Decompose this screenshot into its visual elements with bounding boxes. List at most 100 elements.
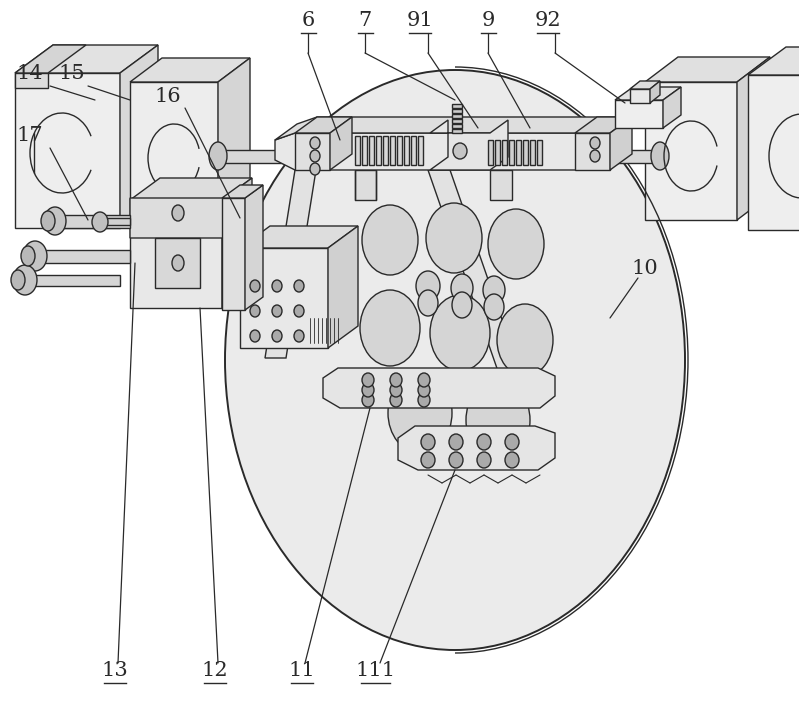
Ellipse shape [44,207,66,235]
Polygon shape [218,58,250,220]
Polygon shape [530,140,535,165]
Ellipse shape [362,393,374,407]
Polygon shape [748,75,799,230]
Polygon shape [488,140,493,165]
Text: 14: 14 [17,64,43,83]
Polygon shape [376,136,381,165]
Polygon shape [100,218,130,225]
Polygon shape [275,117,637,140]
Ellipse shape [272,280,282,292]
Polygon shape [452,109,462,113]
Ellipse shape [590,150,600,162]
Ellipse shape [172,255,184,271]
Ellipse shape [426,203,482,273]
Ellipse shape [310,150,320,162]
Polygon shape [130,178,252,200]
Polygon shape [575,117,632,133]
Polygon shape [595,150,660,163]
Ellipse shape [225,70,685,650]
Polygon shape [537,140,542,165]
Polygon shape [430,120,508,170]
Polygon shape [369,136,374,165]
Ellipse shape [250,305,260,317]
Ellipse shape [590,137,600,149]
Polygon shape [35,250,130,263]
Polygon shape [404,136,409,165]
Polygon shape [452,129,462,133]
Polygon shape [130,58,250,82]
Polygon shape [495,140,500,165]
Ellipse shape [11,270,25,290]
Polygon shape [275,133,615,170]
Ellipse shape [360,290,420,366]
Polygon shape [502,140,507,165]
Ellipse shape [451,274,473,302]
Text: 15: 15 [58,64,85,83]
Polygon shape [222,198,245,310]
Polygon shape [295,117,352,133]
Polygon shape [748,47,799,75]
Ellipse shape [23,241,47,271]
Ellipse shape [418,383,430,397]
Polygon shape [630,89,650,103]
Ellipse shape [92,212,108,232]
Polygon shape [418,136,423,165]
Ellipse shape [362,205,418,275]
Ellipse shape [209,142,227,170]
Ellipse shape [497,304,553,376]
Polygon shape [645,82,737,220]
Polygon shape [25,275,120,286]
Text: 17: 17 [17,126,43,145]
Polygon shape [323,368,555,408]
Polygon shape [218,150,305,163]
Polygon shape [130,82,218,220]
Text: 11: 11 [288,661,316,680]
Ellipse shape [362,383,374,397]
Ellipse shape [21,246,35,266]
Text: 111: 111 [355,661,395,680]
Polygon shape [397,136,402,165]
Ellipse shape [13,265,37,295]
Ellipse shape [388,373,452,453]
Ellipse shape [418,373,430,387]
Text: 16: 16 [155,87,181,106]
Ellipse shape [416,271,440,301]
Polygon shape [222,185,263,198]
Polygon shape [222,178,252,308]
Polygon shape [15,45,86,73]
Polygon shape [265,170,316,358]
Polygon shape [15,73,48,88]
Ellipse shape [172,205,184,221]
Ellipse shape [310,137,320,149]
Ellipse shape [390,383,402,397]
Ellipse shape [296,142,314,170]
Ellipse shape [421,434,435,450]
Polygon shape [15,73,120,228]
Polygon shape [650,81,660,103]
Ellipse shape [477,434,491,450]
Ellipse shape [310,163,320,175]
Polygon shape [452,114,462,118]
Ellipse shape [272,330,282,342]
Polygon shape [523,140,528,165]
Polygon shape [355,170,376,200]
Polygon shape [452,104,462,108]
Ellipse shape [250,280,260,292]
Text: 92: 92 [535,11,562,30]
Polygon shape [130,198,252,238]
Polygon shape [398,426,555,470]
Ellipse shape [294,330,304,342]
Text: 12: 12 [201,661,229,680]
Text: 10: 10 [632,259,658,278]
Text: 7: 7 [359,11,372,30]
Ellipse shape [505,452,519,468]
Polygon shape [490,170,512,200]
Ellipse shape [586,142,604,170]
Polygon shape [452,119,462,123]
Polygon shape [155,238,200,288]
Polygon shape [645,57,770,82]
Polygon shape [120,45,158,228]
Text: 6: 6 [301,11,315,30]
Ellipse shape [362,373,374,387]
Ellipse shape [466,380,530,460]
